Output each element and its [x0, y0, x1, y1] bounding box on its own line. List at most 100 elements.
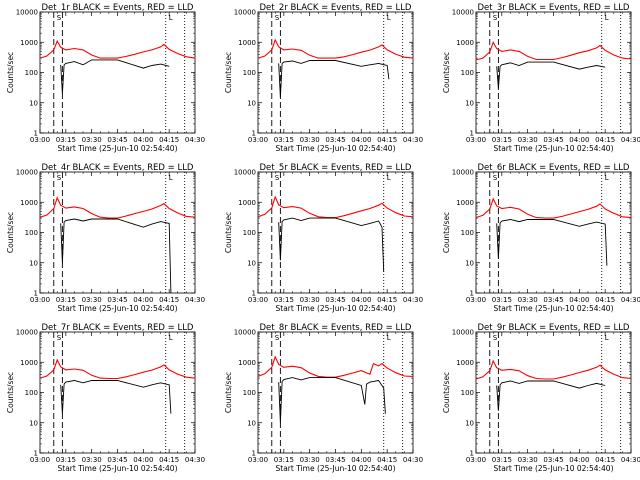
series-events-line	[60, 218, 172, 294]
panel-8: Det_8r BLACK = Events, RED = LLD 1 10 100 10…	[224, 323, 423, 473]
x-tick-label: 03:15	[56, 456, 76, 464]
interval-marker-l: L	[169, 174, 173, 182]
x-tick-label: 04:15	[595, 136, 615, 144]
x-tick-label: 04:00	[569, 296, 589, 304]
y-tick-label: 1000	[20, 199, 38, 207]
x-axis-title: Start Time (25-Jun-10 02:54:40)	[494, 304, 614, 313]
y-tick-label: 1	[470, 130, 474, 138]
y-tick-label: 10	[465, 259, 474, 267]
y-tick-label: 100	[243, 229, 256, 237]
y-tick-label: 100	[243, 389, 256, 397]
y-tick-label: 1	[252, 130, 256, 138]
x-tick-label: 03:00	[30, 296, 50, 304]
y-tick-label: 10000	[16, 9, 38, 17]
x-tick-label: 03:30	[518, 136, 538, 144]
y-tick-label: 10	[29, 259, 38, 267]
y-tick-label: 10	[247, 99, 256, 107]
x-tick-label: 03:30	[82, 456, 102, 464]
chart-title: Det_8r BLACK = Events, RED = LLD	[260, 323, 412, 333]
x-tick-label: 03:15	[492, 136, 512, 144]
y-tick-label: 1	[34, 130, 38, 138]
panel-6: Det_6r BLACK = Events, RED = LLD 1 10 100 10…	[442, 163, 640, 313]
y-tick-label: 100	[461, 389, 474, 397]
x-tick-label: 04:00	[133, 296, 153, 304]
x-tick-label: 03:15	[274, 456, 294, 464]
interval-marker-s: S	[57, 334, 62, 342]
x-tick-label: 03:45	[543, 136, 563, 144]
x-tick-label: 03:30	[518, 296, 538, 304]
panel-4: Det_4r BLACK = Events, RED = LLD 1 10 100 10…	[6, 163, 205, 313]
x-tick-label: 04:00	[133, 136, 153, 144]
interval-marker-l: L	[169, 334, 173, 342]
series-lld-line	[39, 196, 196, 219]
y-tick-label: 1	[34, 450, 38, 458]
y-axis-title: Counts/sec	[442, 212, 451, 253]
x-tick-label: 04:30	[185, 456, 205, 464]
y-tick-label: 100	[461, 229, 474, 237]
x-tick-label: 04:30	[403, 136, 423, 144]
y-tick-label: 10	[247, 419, 256, 427]
x-tick-label: 03:00	[466, 136, 486, 144]
x-tick-label: 03:45	[107, 296, 127, 304]
panel-7: Det_7r BLACK = Events, RED = LLD 1 10 100 10…	[6, 323, 205, 473]
chart-title: Det_3r BLACK = Events, RED = LLD	[478, 3, 630, 13]
y-tick-label: 10	[29, 99, 38, 107]
y-tick-label: 1000	[456, 39, 474, 47]
x-tick-label: 04:00	[569, 136, 589, 144]
y-axis-title: Counts/sec	[224, 52, 233, 93]
series-events-line	[496, 380, 606, 411]
x-axis-title: Start Time (25-Jun-10 02:54:40)	[276, 464, 396, 473]
x-tick-label: 04:15	[159, 456, 179, 464]
x-tick-label: 03:00	[248, 136, 268, 144]
interval-marker-l: L	[387, 334, 391, 342]
interval-marker-l: L	[169, 14, 173, 22]
x-tick-label: 04:30	[621, 456, 640, 464]
y-tick-label: 1000	[238, 359, 256, 367]
x-tick-label: 03:30	[300, 296, 320, 304]
y-axis-title: Counts/sec	[224, 212, 233, 253]
interval-marker-s: S	[57, 174, 62, 182]
y-tick-label: 10000	[16, 329, 38, 337]
interval-marker-s: S	[275, 14, 280, 22]
panel-5: Det_5r BLACK = Events, RED = LLD 1 10 100 10…	[224, 163, 423, 313]
y-tick-label: 100	[243, 69, 256, 77]
x-tick-label: 04:00	[133, 456, 153, 464]
x-tick-label: 04:00	[351, 296, 371, 304]
x-tick-label: 03:30	[300, 456, 320, 464]
x-tick-label: 03:00	[248, 296, 268, 304]
series-events-line	[278, 60, 390, 98]
interval-marker-l: L	[605, 334, 609, 342]
x-tick-label: 04:30	[403, 296, 423, 304]
x-tick-label: 04:30	[185, 296, 205, 304]
x-tick-label: 03:30	[82, 296, 102, 304]
x-tick-label: 03:15	[274, 136, 294, 144]
y-tick-label: 10000	[452, 329, 474, 337]
series-lld-line	[257, 355, 414, 378]
series-events-line	[278, 217, 385, 272]
y-tick-label: 1	[34, 290, 38, 298]
x-axis-title: Start Time (25-Jun-10 02:54:40)	[276, 144, 396, 153]
chart-title: Det_5r BLACK = Events, RED = LLD	[260, 163, 412, 173]
x-tick-label: 04:30	[621, 296, 640, 304]
y-tick-label: 100	[25, 69, 38, 77]
y-tick-label: 10000	[234, 329, 256, 337]
series-lld-line	[475, 40, 632, 61]
interval-marker-l: L	[605, 174, 609, 182]
x-tick-label: 03:30	[82, 136, 102, 144]
x-tick-label: 03:00	[30, 456, 50, 464]
y-axis-title: Counts/sec	[442, 372, 451, 413]
y-tick-label: 1000	[456, 199, 474, 207]
x-tick-label: 03:45	[325, 136, 345, 144]
series-events-line	[278, 377, 386, 423]
y-axis-title: Counts/sec	[6, 212, 15, 253]
x-tick-label: 04:15	[377, 456, 397, 464]
chart-title: Det_2r BLACK = Events, RED = LLD	[260, 3, 412, 13]
interval-marker-s: S	[57, 14, 62, 22]
x-tick-label: 03:15	[56, 136, 76, 144]
series-lld-line	[39, 358, 196, 380]
y-tick-label: 1000	[238, 199, 256, 207]
series-events-line	[60, 380, 172, 414]
y-tick-label: 10	[465, 419, 474, 427]
x-tick-label: 04:30	[185, 136, 205, 144]
x-tick-label: 03:45	[325, 296, 345, 304]
